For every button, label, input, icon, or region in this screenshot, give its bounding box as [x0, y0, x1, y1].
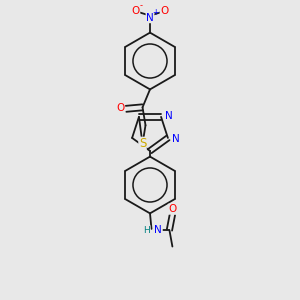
- Text: O: O: [168, 204, 176, 214]
- Text: H: H: [143, 226, 150, 235]
- Text: N: N: [154, 225, 162, 235]
- Text: N: N: [146, 13, 154, 23]
- Text: O: O: [131, 6, 140, 16]
- Text: -: -: [140, 1, 142, 10]
- Text: +: +: [152, 8, 159, 17]
- Text: N: N: [165, 111, 173, 121]
- Text: O: O: [116, 103, 124, 112]
- Text: N: N: [172, 134, 179, 143]
- Text: O: O: [160, 6, 169, 16]
- Text: S: S: [139, 137, 146, 150]
